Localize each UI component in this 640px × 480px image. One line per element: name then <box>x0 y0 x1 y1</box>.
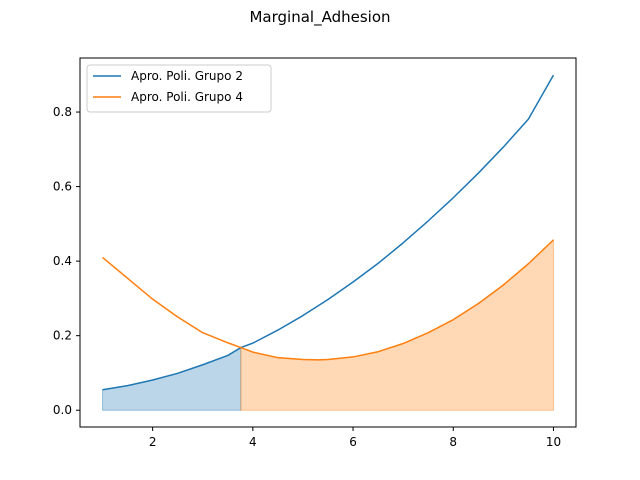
x-tick-label: 8 <box>449 435 457 449</box>
legend: Apro. Poli. Grupo 2 Apro. Poli. Grupo 4 <box>86 64 272 113</box>
series-line-2 <box>102 239 554 361</box>
x-tick-label: 4 <box>249 435 257 449</box>
fill-regions <box>102 238 554 411</box>
legend-label-2: Apro. Poli. Grupo 4 <box>131 90 243 104</box>
y-tick-label: 0.6 <box>53 180 72 194</box>
fill-region-1 <box>102 346 242 411</box>
legend-box <box>86 64 272 113</box>
y-tick-label: 0.0 <box>53 403 72 417</box>
plot-area-frame <box>79 57 577 428</box>
series-line-1 <box>102 74 555 391</box>
y-axis: 0.0 0.2 0.4 0.6 0.8 <box>53 105 80 417</box>
y-tick-label: 0.4 <box>53 254 72 268</box>
x-tick-label: 2 <box>149 435 157 449</box>
y-tick-label: 0.8 <box>53 105 72 119</box>
x-axis: 2 4 6 8 10 <box>149 427 561 449</box>
chart-title: Marginal_Adhesion <box>249 8 390 27</box>
x-tick-label: 10 <box>546 435 561 449</box>
series-lines <box>102 74 555 391</box>
x-tick-label: 6 <box>349 435 357 449</box>
legend-label-1: Apro. Poli. Grupo 2 <box>131 69 243 83</box>
y-tick-label: 0.2 <box>53 329 72 343</box>
